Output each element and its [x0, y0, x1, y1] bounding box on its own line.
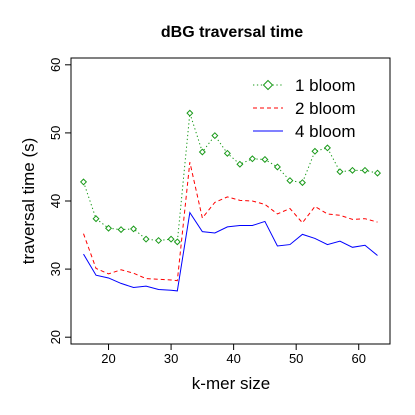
- y-axis: 20 30 40 50 60: [48, 58, 71, 344]
- data-point-1-bloom: [261, 155, 269, 163]
- x-tick-label: 20: [101, 351, 115, 366]
- data-point-1-bloom: [361, 166, 369, 174]
- data-point-1-bloom: [348, 166, 356, 174]
- data-point-1-bloom: [223, 149, 231, 157]
- series-1-bloom: [80, 109, 381, 246]
- data-point-1-bloom: [286, 177, 294, 185]
- data-point-1-bloom: [105, 224, 113, 232]
- y-axis-title: traversal time (s): [19, 138, 38, 265]
- y-tick-label: 60: [48, 58, 63, 72]
- y-tick-label: 50: [48, 126, 63, 140]
- legend: 1 bloom 2 bloom 4 bloom: [253, 76, 355, 141]
- data-point-1-bloom: [167, 235, 175, 243]
- y-tick-label: 30: [48, 262, 63, 276]
- series-line-2-bloom: [83, 162, 378, 282]
- data-point-1-bloom: [248, 155, 256, 163]
- series-4-bloom: [83, 211, 378, 292]
- data-point-1-bloom: [311, 147, 319, 155]
- legend-label: 2 bloom: [295, 99, 355, 118]
- chart-title: dBG traversal time: [161, 24, 303, 41]
- x-tick-label: 50: [289, 351, 303, 366]
- data-point-1-bloom: [142, 235, 150, 243]
- series-line-4-bloom: [83, 211, 378, 292]
- data-point-1-bloom: [130, 225, 138, 233]
- data-point-1-bloom: [211, 132, 219, 140]
- data-point-1-bloom: [155, 236, 163, 245]
- legend-label: 1 bloom: [295, 76, 355, 95]
- data-point-1-bloom: [373, 169, 381, 177]
- legend-item-1-bloom: 1 bloom: [253, 76, 355, 95]
- x-axis-title: k-mer size: [192, 374, 270, 393]
- legend-item-2-bloom: 2 bloom: [253, 99, 355, 118]
- series-layer: [80, 109, 381, 292]
- data-point-1-bloom: [173, 238, 181, 246]
- data-point-1-bloom: [236, 160, 244, 168]
- legend-marker: [262, 79, 274, 91]
- y-tick-label: 40: [48, 194, 63, 208]
- series-2-bloom: [83, 162, 378, 282]
- x-tick-label: 30: [164, 351, 178, 366]
- data-point-1-bloom: [273, 163, 281, 171]
- data-point-1-bloom: [186, 109, 194, 117]
- data-point-1-bloom: [92, 215, 100, 223]
- y-tick-label: 20: [48, 330, 63, 344]
- data-point-1-bloom: [198, 148, 206, 156]
- data-point-1-bloom: [298, 179, 306, 187]
- data-point-1-bloom: [80, 178, 88, 186]
- data-point-1-bloom: [336, 168, 344, 176]
- data-point-1-bloom: [323, 144, 331, 152]
- x-axis: 20 30 40 50 60: [101, 344, 366, 366]
- data-point-1-bloom: [117, 226, 125, 234]
- legend-item-4-bloom: 4 bloom: [253, 122, 355, 141]
- x-tick-label: 40: [226, 351, 240, 366]
- x-tick-label: 60: [351, 351, 365, 366]
- legend-label: 4 bloom: [295, 122, 355, 141]
